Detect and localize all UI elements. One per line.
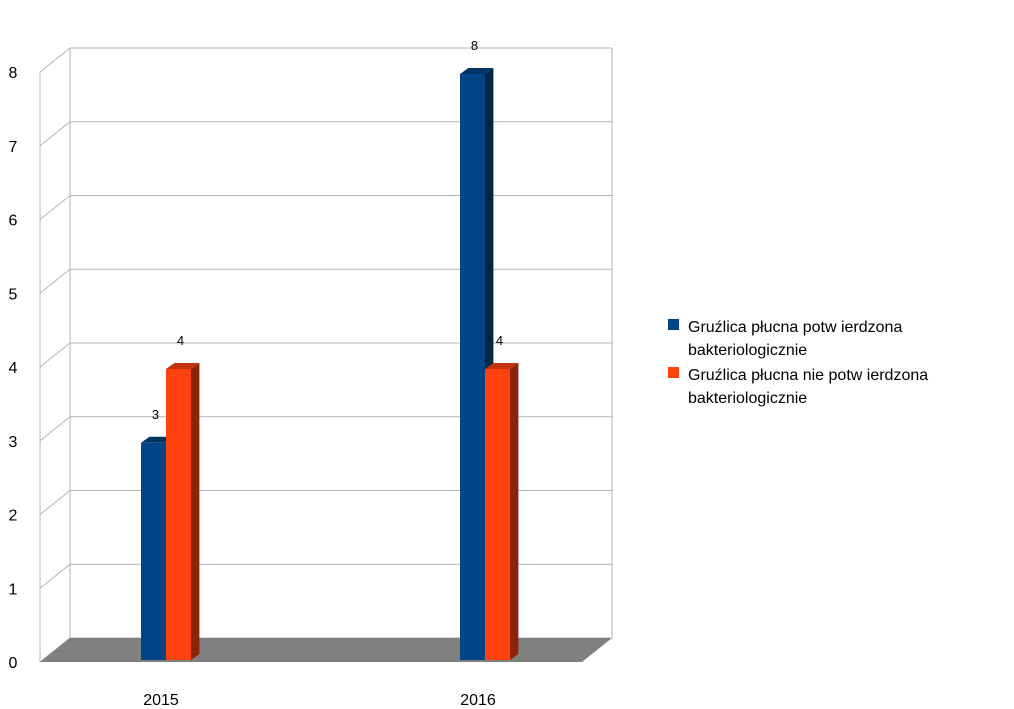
bars — [141, 68, 519, 660]
bar-side — [510, 363, 519, 660]
bar-front — [460, 74, 485, 660]
floor-plane — [40, 638, 612, 662]
data-labels: 3 8 4 4 — [152, 38, 503, 422]
bar-front — [141, 442, 166, 660]
gridline-side — [39, 121, 71, 147]
y-tick-label: 1 — [9, 581, 18, 598]
y-tick-label: 3 — [9, 434, 18, 451]
y-tick-label: 8 — [9, 65, 18, 82]
legend-label-confirmed: Gruźlica płucna potw ierdzona bakteriolo… — [688, 319, 903, 359]
data-label: 8 — [471, 38, 478, 53]
bar-top — [166, 363, 200, 369]
y-tick-label: 5 — [9, 286, 18, 303]
bar-2015-series-2 — [166, 363, 200, 660]
y-tick-label: 4 — [9, 360, 18, 377]
chart-floor — [40, 638, 612, 662]
x-tick-label: 2016 — [460, 692, 496, 709]
legend-swatch-unconfirmed — [668, 367, 679, 378]
gridline-side — [39, 47, 71, 73]
gridline-side — [39, 268, 71, 294]
bar-front — [166, 369, 191, 660]
bar-top — [485, 363, 519, 369]
x-axis-ticks: 2015 2016 — [143, 692, 496, 709]
x-tick-label: 2015 — [143, 692, 179, 709]
bar-front — [485, 369, 510, 660]
bar-side — [191, 363, 200, 660]
gridlines — [39, 47, 612, 663]
y-tick-label: 6 — [9, 213, 18, 230]
y-axis-ticks: 0 1 2 3 4 5 6 7 8 — [9, 65, 18, 672]
gridline-side — [39, 416, 71, 442]
legend-item-confirmed: Gruźlica płucna potw ierdzona bakteriolo… — [668, 316, 1008, 362]
gridline-side — [39, 195, 71, 220]
y-tick-label: 0 — [9, 655, 18, 672]
data-label: 4 — [496, 333, 503, 348]
y-tick-label: 2 — [9, 508, 18, 525]
chart-walls — [39, 47, 613, 662]
data-label: 3 — [152, 407, 159, 422]
bar-top — [460, 68, 494, 74]
legend-label-unconfirmed: Gruźlica płucna nie potw ierdzona bakter… — [688, 367, 929, 407]
legend-swatch-confirmed — [668, 319, 679, 330]
bar-2016-series-2 — [485, 363, 519, 660]
y-tick-label: 7 — [9, 139, 18, 156]
gridline-side — [39, 342, 71, 368]
gridline-side — [39, 490, 71, 515]
data-label: 4 — [177, 333, 184, 348]
gridline-side — [39, 563, 71, 589]
legend-item-unconfirmed: Gruźlica płucna nie potw ierdzona bakter… — [668, 364, 1008, 410]
legend: Gruźlica płucna potw ierdzona bakteriolo… — [668, 316, 1008, 412]
